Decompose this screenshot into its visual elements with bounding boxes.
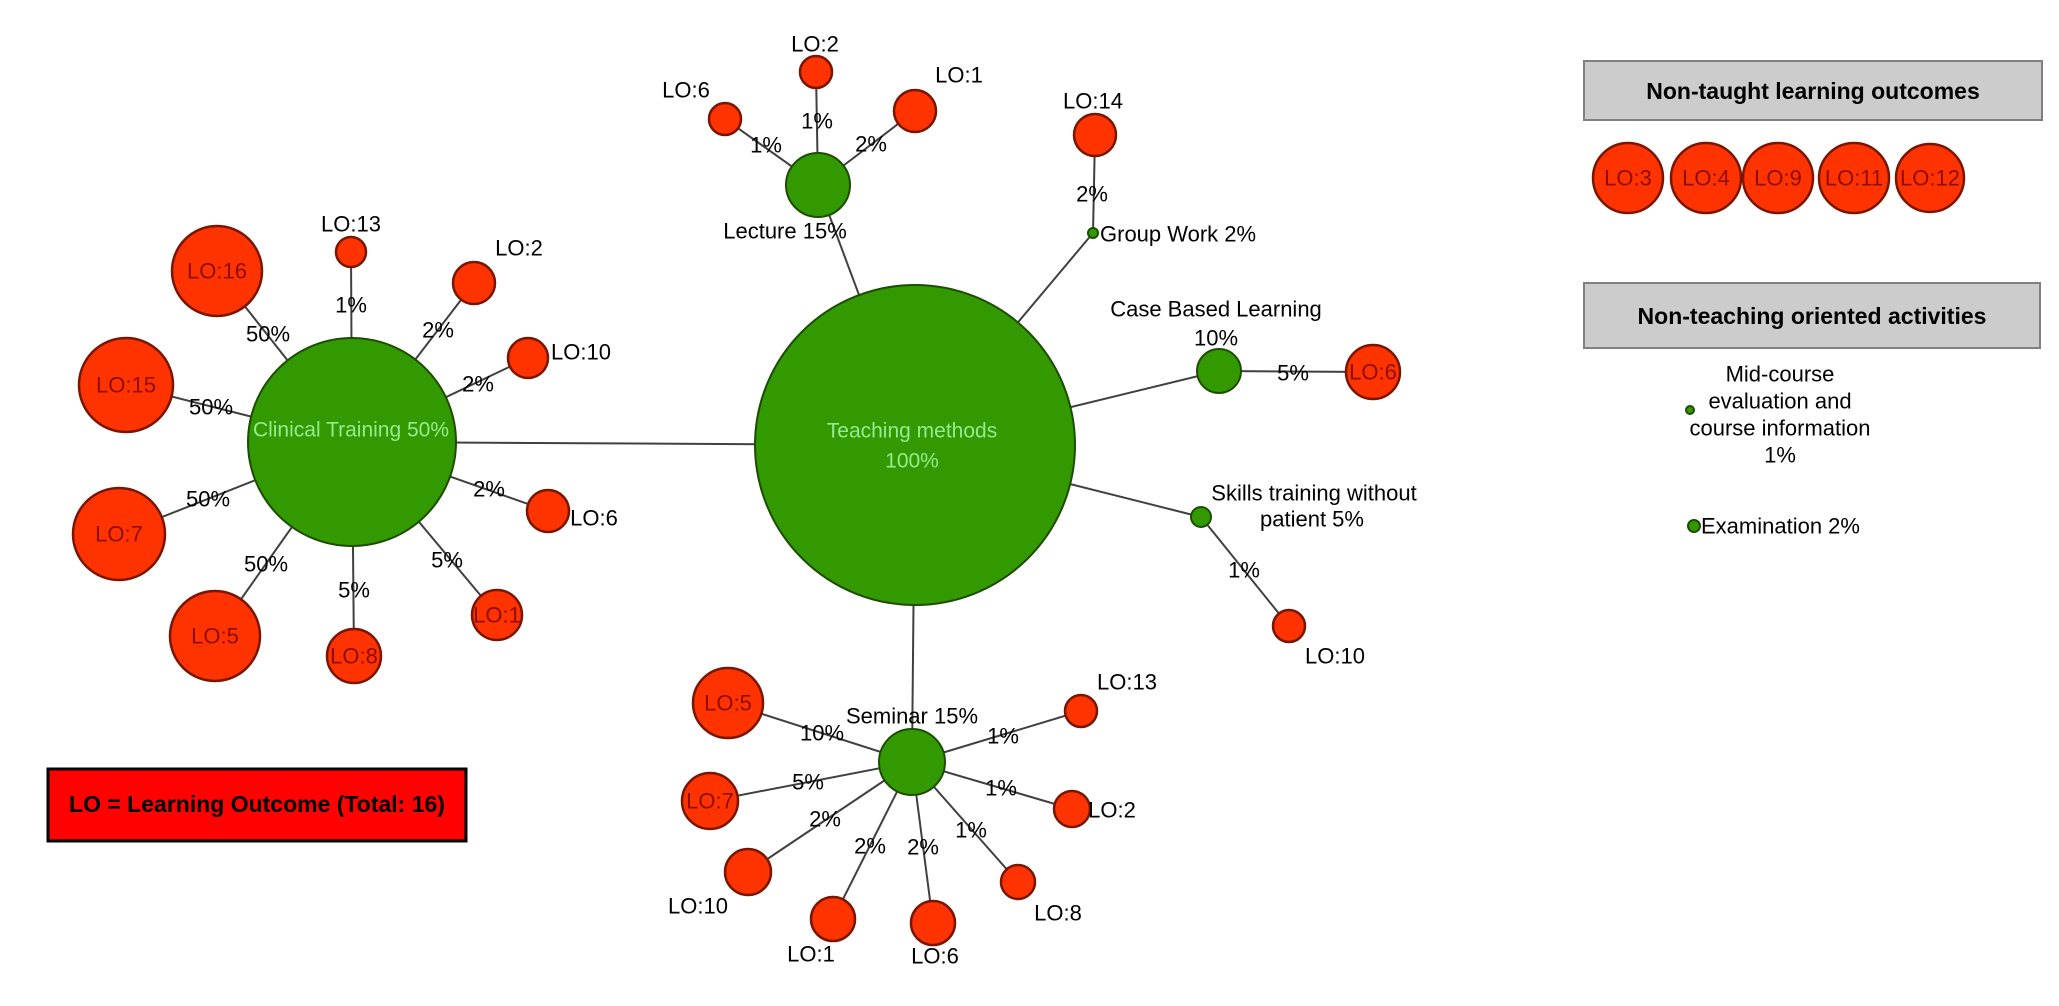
svg-text:100%: 100% [885, 450, 939, 473]
svg-text:LO:6: LO:6 [911, 944, 959, 969]
svg-text:5%: 5% [431, 548, 463, 573]
svg-text:LO:2: LO:2 [1088, 798, 1136, 823]
svg-text:50%: 50% [186, 487, 230, 512]
svg-text:LO:6: LO:6 [1349, 360, 1397, 385]
svg-text:LO:2: LO:2 [495, 236, 543, 261]
svg-text:course information: course information [1690, 416, 1871, 441]
svg-text:Group Work 2%: Group Work 2% [1100, 222, 1256, 247]
svg-text:LO:6: LO:6 [570, 506, 618, 531]
svg-text:2%: 2% [422, 318, 454, 343]
svg-text:5%: 5% [1277, 361, 1309, 386]
svg-text:10%: 10% [1194, 326, 1238, 351]
svg-text:LO:7: LO:7 [95, 522, 143, 547]
svg-text:2%: 2% [855, 132, 887, 157]
svg-text:LO:5: LO:5 [704, 691, 752, 716]
svg-text:Skills training without: Skills training without [1211, 481, 1416, 506]
svg-text:LO:13: LO:13 [1097, 670, 1157, 695]
svg-text:1%: 1% [1764, 443, 1796, 468]
svg-text:LO:10: LO:10 [1305, 644, 1365, 669]
svg-text:LO = Learning Outcome (Total:: LO = Learning Outcome (Total: 16) [69, 791, 445, 817]
svg-text:2%: 2% [907, 835, 939, 860]
svg-text:LO:1: LO:1 [787, 942, 835, 967]
svg-text:2%: 2% [473, 477, 505, 502]
svg-text:Seminar 15%: Seminar 15% [846, 704, 978, 729]
svg-text:LO:1: LO:1 [935, 63, 983, 88]
svg-text:1%: 1% [985, 776, 1017, 801]
svg-text:Lecture 15%: Lecture 15% [723, 219, 847, 244]
svg-text:1%: 1% [1228, 558, 1260, 583]
svg-text:Case Based Learning: Case Based Learning [1110, 297, 1322, 322]
svg-text:LO:11: LO:11 [1825, 166, 1883, 191]
svg-text:LO:2: LO:2 [791, 32, 839, 57]
svg-text:LO:10: LO:10 [551, 340, 611, 365]
svg-text:2%: 2% [1076, 182, 1108, 207]
svg-text:Examination 2%: Examination 2% [1701, 514, 1860, 539]
svg-text:1%: 1% [750, 133, 782, 158]
svg-text:5%: 5% [792, 770, 824, 795]
svg-text:LO:9: LO:9 [1754, 166, 1802, 191]
svg-text:2%: 2% [462, 372, 494, 397]
svg-text:LO:14: LO:14 [1063, 89, 1123, 114]
svg-text:2%: 2% [809, 807, 841, 832]
svg-text:2%: 2% [854, 834, 886, 859]
svg-text:LO:3: LO:3 [1604, 166, 1652, 191]
svg-text:LO:12: LO:12 [1900, 166, 1960, 191]
svg-text:LO:8: LO:8 [1034, 901, 1082, 926]
svg-text:LO:4: LO:4 [1682, 166, 1730, 191]
svg-text:50%: 50% [244, 552, 288, 577]
svg-text:1%: 1% [801, 109, 833, 134]
svg-text:LO:5: LO:5 [191, 624, 239, 649]
svg-text:patient 5%: patient 5% [1260, 507, 1364, 532]
svg-text:1%: 1% [955, 818, 987, 843]
svg-text:LO:1: LO:1 [473, 603, 521, 628]
svg-text:1%: 1% [335, 293, 367, 318]
svg-text:Teaching methods: Teaching methods [827, 420, 997, 443]
svg-text:1%: 1% [987, 724, 1019, 749]
svg-text:Non-teaching oriented activiti: Non-teaching oriented activities [1638, 303, 1987, 329]
svg-text:Mid-course: Mid-course [1726, 362, 1835, 387]
svg-text:evaluation and: evaluation and [1708, 389, 1851, 414]
svg-text:Clinical Training 50%: Clinical Training 50% [253, 419, 449, 442]
svg-text:50%: 50% [246, 322, 290, 347]
svg-text:Non-taught learning outcomes: Non-taught learning outcomes [1646, 78, 1980, 104]
svg-text:LO:8: LO:8 [330, 644, 378, 669]
svg-text:LO:10: LO:10 [668, 894, 728, 919]
svg-text:LO:7: LO:7 [686, 789, 734, 814]
svg-text:50%: 50% [189, 395, 233, 420]
svg-text:5%: 5% [338, 578, 370, 603]
svg-text:LO:6: LO:6 [662, 78, 710, 103]
svg-text:10%: 10% [800, 721, 844, 746]
svg-text:LO:16: LO:16 [187, 259, 247, 284]
svg-text:LO:15: LO:15 [96, 373, 156, 398]
svg-text:LO:13: LO:13 [321, 212, 381, 237]
